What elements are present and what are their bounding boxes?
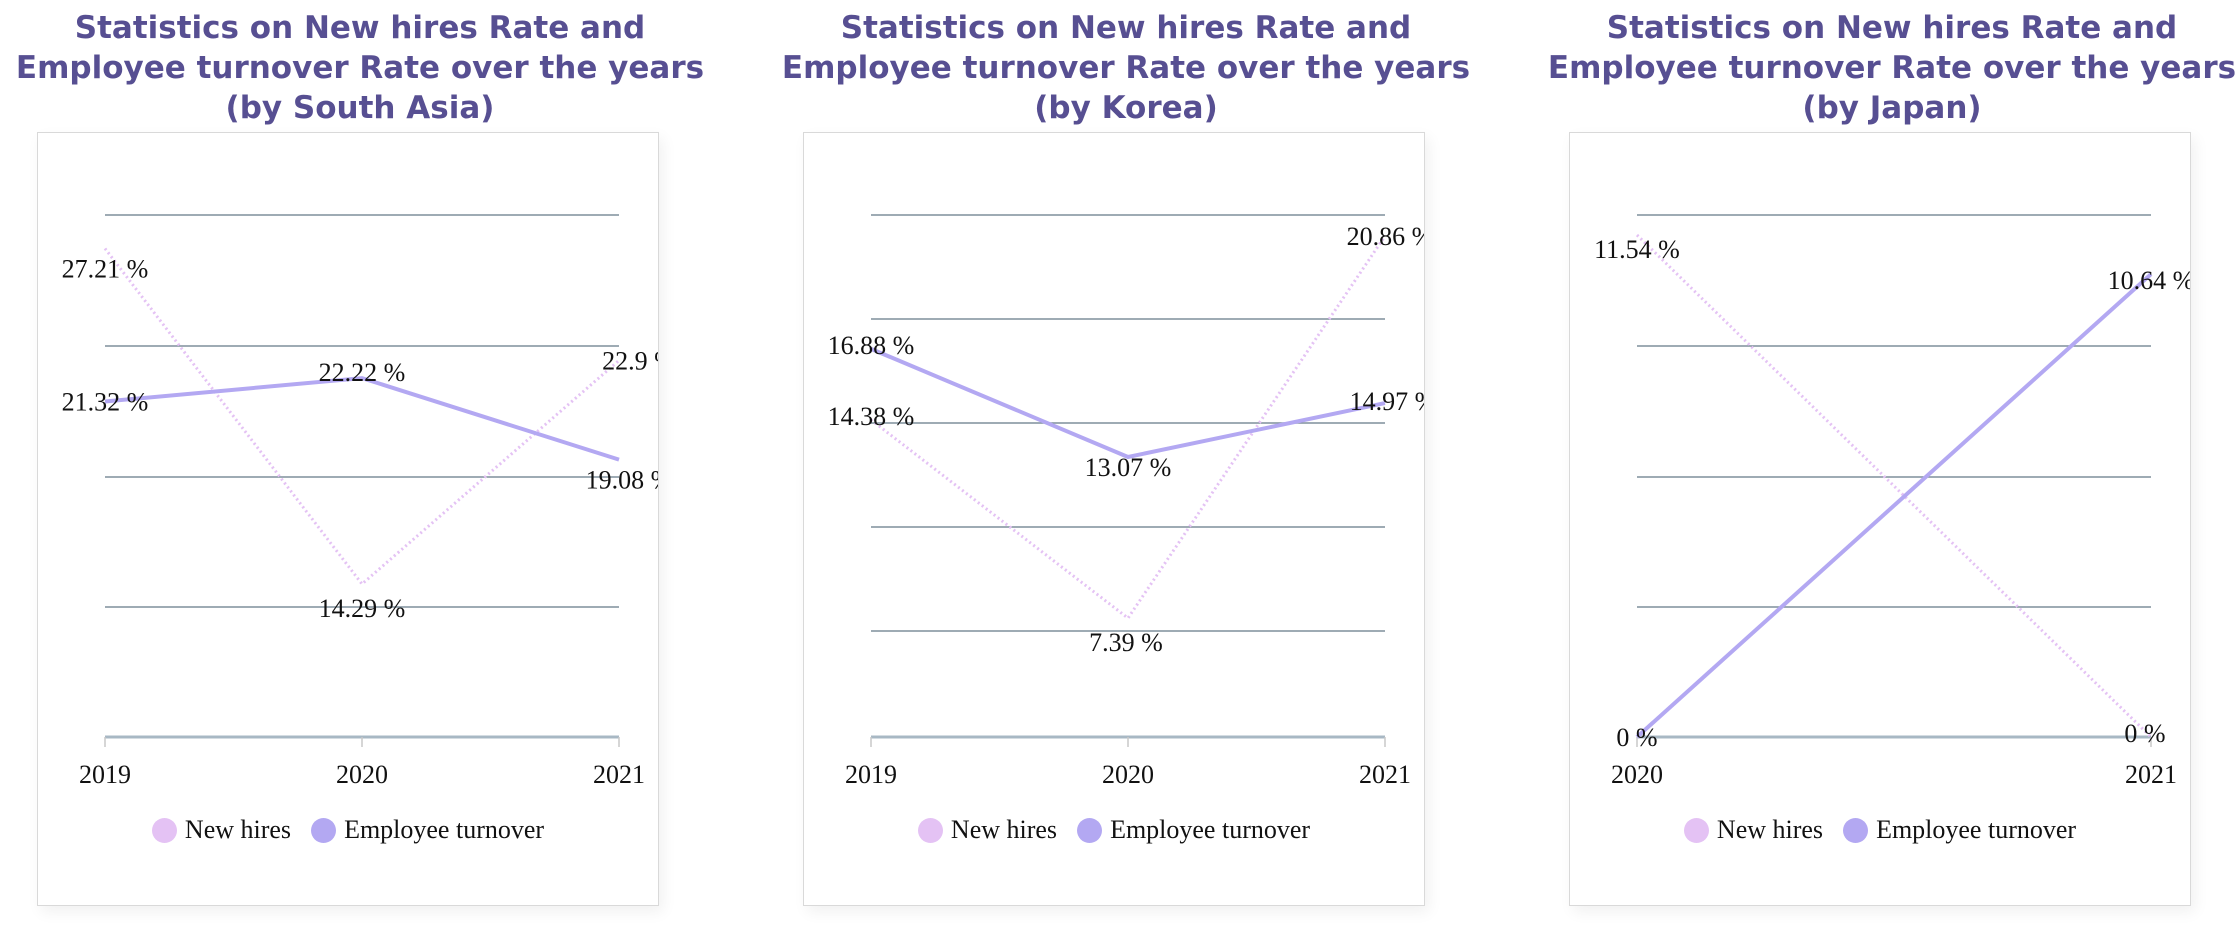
- chart-title-line-1: Statistics on New hires Rate and: [74, 10, 646, 46]
- legend-item-employee-turnover[interactable]: Employee turnover: [1077, 815, 1310, 845]
- employee-turnover-data-label: 10.64 %: [2108, 266, 2190, 295]
- x-tick-label: 2020: [336, 760, 388, 789]
- x-tick-label: 2020: [1102, 760, 1154, 789]
- employee-turnover-data-label: 22.22 %: [319, 358, 406, 387]
- employee-turnover-data-label: 19.08 %: [586, 466, 658, 495]
- new-hires-data-label: 14.38 %: [828, 402, 915, 431]
- x-tick-label: 2021: [593, 760, 645, 789]
- chart-frame: 2020 2021 11.54 % 0 % 0 % 10.64 % New hires E…: [1569, 132, 2191, 906]
- employee-turnover-series-line: [870, 347, 1386, 460]
- new-hires-data-label: 7.39 %: [1089, 628, 1163, 657]
- new-hires-data-label: 20.86 %: [1347, 222, 1424, 251]
- legend-label: Employee turnover: [344, 815, 545, 844]
- chart-title-line-2: Employee turnover Rate over the years: [1547, 50, 2237, 86]
- chart-legend: New hires Employee turnover: [804, 814, 1424, 846]
- legend-label: Employee turnover: [1876, 815, 2077, 844]
- employee-turnover-data-label: 0 %: [1616, 723, 1657, 752]
- chart-title: Statistics on New hires Rate and Employe…: [766, 8, 1486, 128]
- new-hires-swatch-icon: [151, 817, 177, 843]
- gridlines: [1637, 214, 2151, 738]
- new-hires-data-label: 11.54 %: [1594, 235, 1680, 264]
- chart-title: Statistics on New hires Rate and Employe…: [0, 8, 720, 128]
- new-hires-data-label: 14.29 %: [319, 594, 406, 623]
- legend-item-new-hires[interactable]: New hires: [917, 815, 1058, 845]
- chart-title: Statistics on New hires Rate and Employe…: [1532, 8, 2240, 128]
- chart-title-line-3: (by South Asia): [225, 90, 495, 126]
- chart-panel-korea: Statistics on New hires Rate and Employe…: [766, 0, 1486, 940]
- legend-label: Employee turnover: [1110, 815, 1311, 844]
- x-tick-label: 2020: [1611, 760, 1663, 789]
- employee-turnover-series-line: [104, 376, 620, 462]
- legend-label: New hires: [184, 815, 292, 844]
- employee-turnover-data-label: 14.97 %: [1350, 387, 1424, 416]
- employee-turnover-swatch-icon: [1843, 817, 1869, 843]
- chart-panel-south-asia: Statistics on New hires Rate and Employe…: [0, 0, 720, 940]
- chart-svg: 2019 2020 2021 27.21 % 14.29 % 22.9 % 21.32 % 2…: [62, 214, 658, 789]
- new-hires-series-line: [1635, 233, 2153, 739]
- chart-title-line-3: (by Japan): [1802, 90, 1982, 126]
- chart-frame: 2019 2020 2021 27.21 % 14.29 % 22.9 % 21.32 % 2…: [37, 132, 659, 906]
- gridlines: [105, 214, 619, 738]
- chart-legend: New hires Employee turnover: [1570, 814, 2190, 846]
- new-hires-data-label: 0 %: [2124, 719, 2165, 748]
- new-hires-series-line: [103, 247, 620, 587]
- chart-svg: 2019 2020 2021 14.38 % 7.39 % 20.86 % 16.88 % 1…: [828, 214, 1424, 789]
- legend-item-new-hires[interactable]: New hires: [151, 815, 292, 845]
- new-hires-data-label: 27.21 %: [62, 255, 149, 284]
- line-chart-korea: 2019 2020 2021 14.38 % 7.39 % 20.86 % 16.88 % 1…: [804, 133, 1424, 905]
- x-tick-label: 2021: [2125, 760, 2177, 789]
- employee-turnover-swatch-icon: [311, 817, 337, 843]
- legend-label: New hires: [950, 815, 1058, 844]
- new-hires-series-line: [870, 235, 1387, 621]
- legend-item-new-hires[interactable]: New hires: [1683, 815, 1824, 845]
- employee-turnover-swatch-icon: [1077, 817, 1103, 843]
- chart-title-line-1: Statistics on New hires Rate and: [840, 10, 1412, 46]
- x-tick-label: 2021: [1359, 760, 1411, 789]
- employee-turnover-data-label: 21.32 %: [62, 387, 149, 416]
- x-tick-label: 2019: [79, 760, 131, 789]
- employee-turnover-data-label: 16.88 %: [828, 331, 915, 360]
- employee-turnover-data-label: 13.07 %: [1085, 453, 1172, 482]
- legend-item-employee-turnover[interactable]: Employee turnover: [1843, 815, 2076, 845]
- chart-frame: 2019 2020 2021 14.38 % 7.39 % 20.86 % 16.88 % 1…: [803, 132, 1425, 906]
- new-hires-swatch-icon: [1683, 817, 1709, 843]
- line-chart-south-asia: 2019 2020 2021 27.21 % 14.29 % 22.9 % 21.32 % 2…: [38, 133, 658, 905]
- x-tick-label: 2019: [845, 760, 897, 789]
- line-chart-japan: 2020 2021 11.54 % 0 % 0 % 10.64 %: [1570, 133, 2190, 905]
- legend-label: New hires: [1716, 815, 1824, 844]
- chart-panel-japan: Statistics on New hires Rate and Employe…: [1532, 0, 2240, 940]
- chart-legend: New hires Employee turnover: [38, 814, 658, 846]
- new-hires-swatch-icon: [917, 817, 943, 843]
- chart-title-line-2: Employee turnover Rate over the years: [781, 50, 1471, 86]
- employee-turnover-series-line: [1635, 272, 2153, 739]
- new-hires-data-label: 22.9 %: [602, 346, 658, 375]
- legend-item-employee-turnover[interactable]: Employee turnover: [311, 815, 544, 845]
- chart-title-line-2: Employee turnover Rate over the years: [15, 50, 705, 86]
- chart-svg: 2020 2021 11.54 % 0 % 0 % 10.64 %: [1594, 214, 2190, 789]
- chart-title-line-1: Statistics on New hires Rate and: [1606, 10, 2178, 46]
- chart-title-line-3: (by Korea): [1034, 90, 1218, 126]
